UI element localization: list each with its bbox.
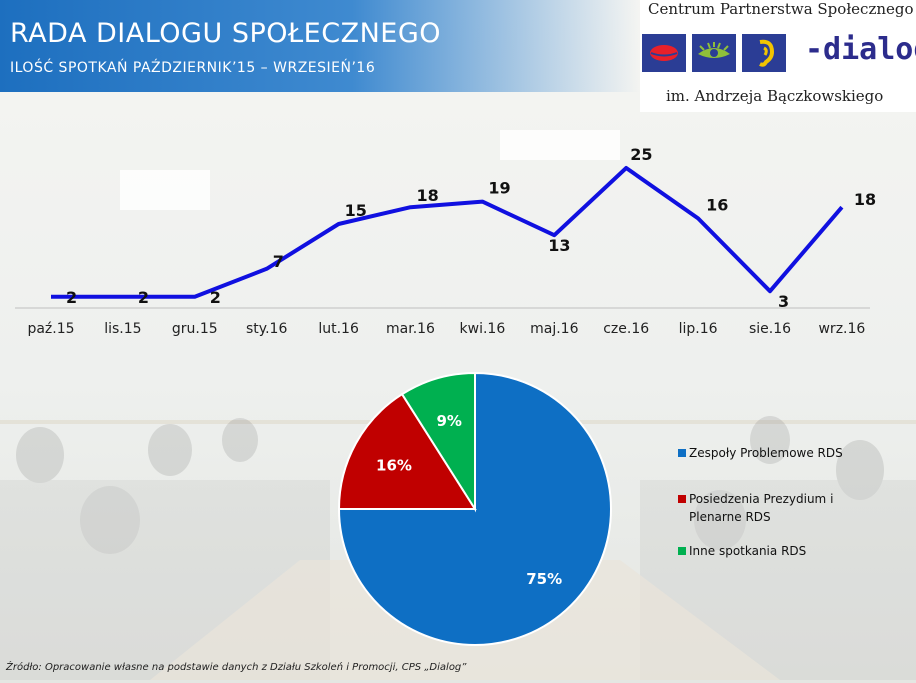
x-tick-label: gru.15	[172, 321, 218, 337]
data-label: 7	[273, 252, 284, 271]
logo-org-name: Centrum Partnerstwa Społecznego	[648, 0, 914, 18]
x-tick-label: cze.16	[603, 321, 649, 337]
x-tick-label: lis.15	[104, 321, 141, 337]
pie-chart: 75% 16% 9%	[337, 371, 612, 646]
logo-dedication: im. Andrzeja Bączkowskiego	[666, 87, 884, 105]
legend-swatch	[678, 449, 686, 457]
eye-icon	[692, 34, 736, 72]
page-title: RADA DIALOGU SPOŁECZNEGO	[10, 18, 442, 49]
title-banner: RADA DIALOGU SPOŁECZNEGO ILOŚĆ SPOTKAŃ P…	[0, 0, 640, 92]
data-label: 2	[210, 288, 221, 307]
x-tick-label: maj.16	[530, 321, 578, 337]
data-label: 25	[630, 145, 652, 164]
data-label: 13	[548, 236, 570, 255]
ear-icon	[742, 34, 786, 72]
x-tick-label: sie.16	[749, 321, 791, 337]
legend-swatch	[678, 547, 686, 555]
legend-label: Posiedzenia Prezydium i Plenarne RDS	[689, 492, 834, 524]
legend-label: Zespoły Problemowe RDS	[689, 446, 843, 460]
series-line	[51, 166, 844, 299]
pie-slice-label: 75%	[526, 570, 562, 588]
data-label: 2	[66, 288, 77, 307]
data-label: 18	[854, 190, 876, 209]
pie-slice-label: 9%	[436, 412, 461, 430]
logo-brand: -dialog	[805, 32, 916, 67]
source-note: Źródło: Opracowanie własne na podstawie …	[6, 662, 467, 673]
pie-slice-label: 16%	[376, 456, 412, 474]
line-chart: 2 2 2 7 15 18 19 13 25 16 3 18 paź.15 lis.15 gru.15 sty…	[15, 145, 876, 337]
pie-slice	[400, 371, 476, 513]
x-tick-label: sty.16	[246, 321, 287, 337]
x-tick-label: paź.15	[27, 321, 74, 337]
data-label: 15	[345, 201, 367, 220]
legend-label: Inne spotkania RDS	[689, 544, 807, 558]
x-tick-label: kwi.16	[460, 321, 506, 337]
data-label: 16	[706, 195, 728, 214]
data-label: 3	[778, 292, 789, 311]
legend-swatch	[678, 495, 686, 503]
data-label: 18	[417, 186, 439, 205]
mouth-icon	[642, 34, 686, 72]
x-tick-label: lut.16	[318, 321, 359, 337]
page-subtitle: ILOŚĆ SPOTKAŃ PAŹDZIERNIK’15 – WRZESIEŃ’…	[10, 60, 376, 76]
x-tick-label: lip.16	[679, 321, 718, 337]
x-tick-label: mar.16	[386, 321, 435, 337]
x-tick-label: wrz.16	[818, 321, 865, 337]
data-label: 19	[488, 179, 510, 198]
data-label: 2	[138, 288, 149, 307]
pie-slice	[337, 392, 477, 510]
